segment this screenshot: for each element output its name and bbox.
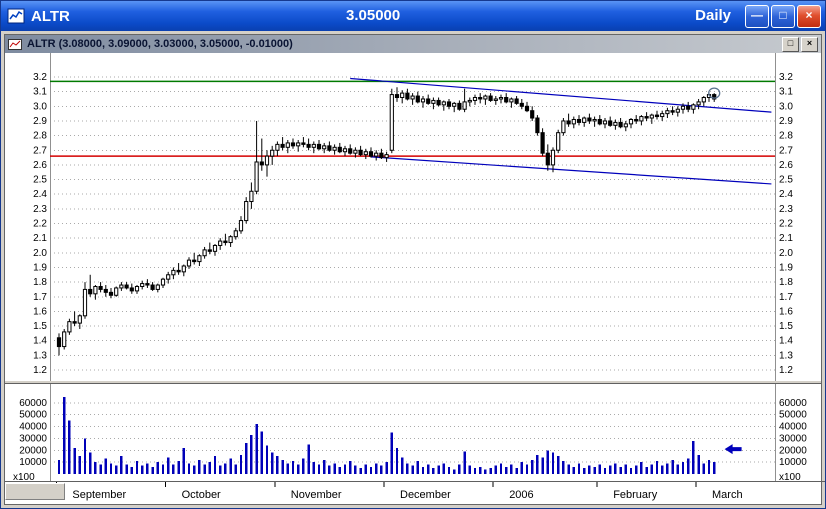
svg-text:December: December [400,489,451,501]
svg-text:30000: 30000 [19,433,47,444]
svg-text:3.2: 3.2 [779,72,793,83]
svg-text:2.0: 2.0 [779,248,793,259]
svg-text:40000: 40000 [19,422,47,433]
svg-text:3.1: 3.1 [779,87,793,98]
svg-text:3.0: 3.0 [33,101,47,112]
volume-series [57,396,716,474]
svg-text:2.9: 2.9 [33,116,47,127]
pane-separator [5,381,821,384]
svg-text:60000: 60000 [19,398,47,409]
svg-text:1.7: 1.7 [33,292,47,303]
svg-text:1.3: 1.3 [779,350,793,361]
svg-text:1.4: 1.4 [779,336,793,347]
svg-text:x100: x100 [13,472,35,482]
svg-text:1.6: 1.6 [33,306,47,317]
chart-caption-bar[interactable]: ALTR (3.08000, 3.09000, 3.03000, 3.05000… [5,35,821,53]
svg-text:10000: 10000 [19,457,47,468]
svg-text:50000: 50000 [19,410,47,421]
minimize-button[interactable]: — [745,5,769,28]
title-bar[interactable]: ALTR 3.05000 Daily — □ × [1,1,825,31]
svg-text:2.4: 2.4 [33,189,47,200]
chart-window: ALTR (3.08000, 3.09000, 3.03000, 3.05000… [4,34,825,505]
svg-text:1.2: 1.2 [33,365,47,376]
symbol-title: ALTR [31,7,70,25]
svg-text:2.5: 2.5 [33,175,47,186]
svg-text:2.2: 2.2 [33,219,47,230]
svg-text:2.3: 2.3 [779,204,793,215]
chart-icon [8,38,22,50]
svg-text:2.8: 2.8 [779,131,793,142]
circle-annotation [708,87,721,99]
app-icon [7,8,25,24]
periodicity-label: Daily [695,7,731,24]
svg-text:1.9: 1.9 [33,262,47,273]
svg-text:30000: 30000 [779,433,807,444]
close-button[interactable]: × [797,5,821,28]
candlestick-series [56,87,717,356]
svg-text:November: November [291,489,342,501]
svg-text:40000: 40000 [779,422,807,433]
svg-text:2006: 2006 [509,489,533,501]
svg-text:3.2: 3.2 [33,72,47,83]
svg-text:1.6: 1.6 [779,306,793,317]
svg-text:2.6: 2.6 [33,160,47,171]
restore-button[interactable]: □ [771,5,795,28]
svg-text:1.4: 1.4 [33,336,47,347]
svg-text:2.7: 2.7 [33,145,47,156]
svg-text:20000: 20000 [19,445,47,456]
svg-text:2.5: 2.5 [779,175,793,186]
svg-text:x100: x100 [779,472,801,482]
svg-text:2.8: 2.8 [33,131,47,142]
svg-text:60000: 60000 [779,398,807,409]
svg-text:February: February [613,489,658,501]
upper-trendline [350,77,772,113]
svg-text:50000: 50000 [779,410,807,421]
svg-text:1.7: 1.7 [779,292,793,303]
chart-client-area: 3.2 3.2 3.1 3.1 3.0 3.0 2.9 2.9 2.8 2.8 2.7 2.7 2.6 2… [5,53,825,504]
last-price-title: 3.05000 [346,7,401,24]
svg-text:1.9: 1.9 [779,262,793,273]
svg-text:October: October [182,489,221,501]
svg-text:10000: 10000 [779,457,807,468]
svg-text:March: March [712,489,743,501]
x-axis-labels: September October November December 2006 Febr… [55,482,743,501]
svg-text:1.5: 1.5 [33,321,47,332]
window-controls: — □ × [745,5,821,28]
lower-trendline [370,156,772,185]
window-frame: ALTR (3.08000, 3.09000, 3.03000, 3.05000… [1,31,825,508]
arrow-annotation [724,444,742,455]
price-pane[interactable]: 3.2 3.2 3.1 3.1 3.0 3.0 2.9 2.9 2.8 2.8 2.7 2.7 2.6 2… [5,53,825,381]
svg-text:2.9: 2.9 [779,116,793,127]
axis-corner-box [5,483,65,500]
svg-text:2.4: 2.4 [779,189,793,200]
svg-text:1.3: 1.3 [33,350,47,361]
chart-caption-text: ALTR (3.08000, 3.09000, 3.03000, 3.05000… [27,38,293,50]
svg-text:2.2: 2.2 [779,219,793,230]
svg-text:2.6: 2.6 [779,160,793,171]
svg-text:1.8: 1.8 [33,277,47,288]
chart-restore-button[interactable]: □ [782,36,799,52]
chart-close-button[interactable]: × [801,36,818,52]
svg-text:2.1: 2.1 [33,233,47,244]
svg-text:September: September [72,489,126,501]
svg-text:1.5: 1.5 [779,321,793,332]
svg-text:2.0: 2.0 [33,248,47,259]
svg-text:1.2: 1.2 [779,365,793,376]
svg-text:3.1: 3.1 [33,87,47,98]
svg-text:3.0: 3.0 [779,101,793,112]
svg-text:2.7: 2.7 [779,145,793,156]
svg-text:1.8: 1.8 [779,277,793,288]
svg-text:2.3: 2.3 [33,204,47,215]
x-axis-strip: September October November December 2006 Febr… [5,482,821,504]
svg-text:20000: 20000 [779,445,807,456]
svg-text:2.1: 2.1 [779,233,793,244]
